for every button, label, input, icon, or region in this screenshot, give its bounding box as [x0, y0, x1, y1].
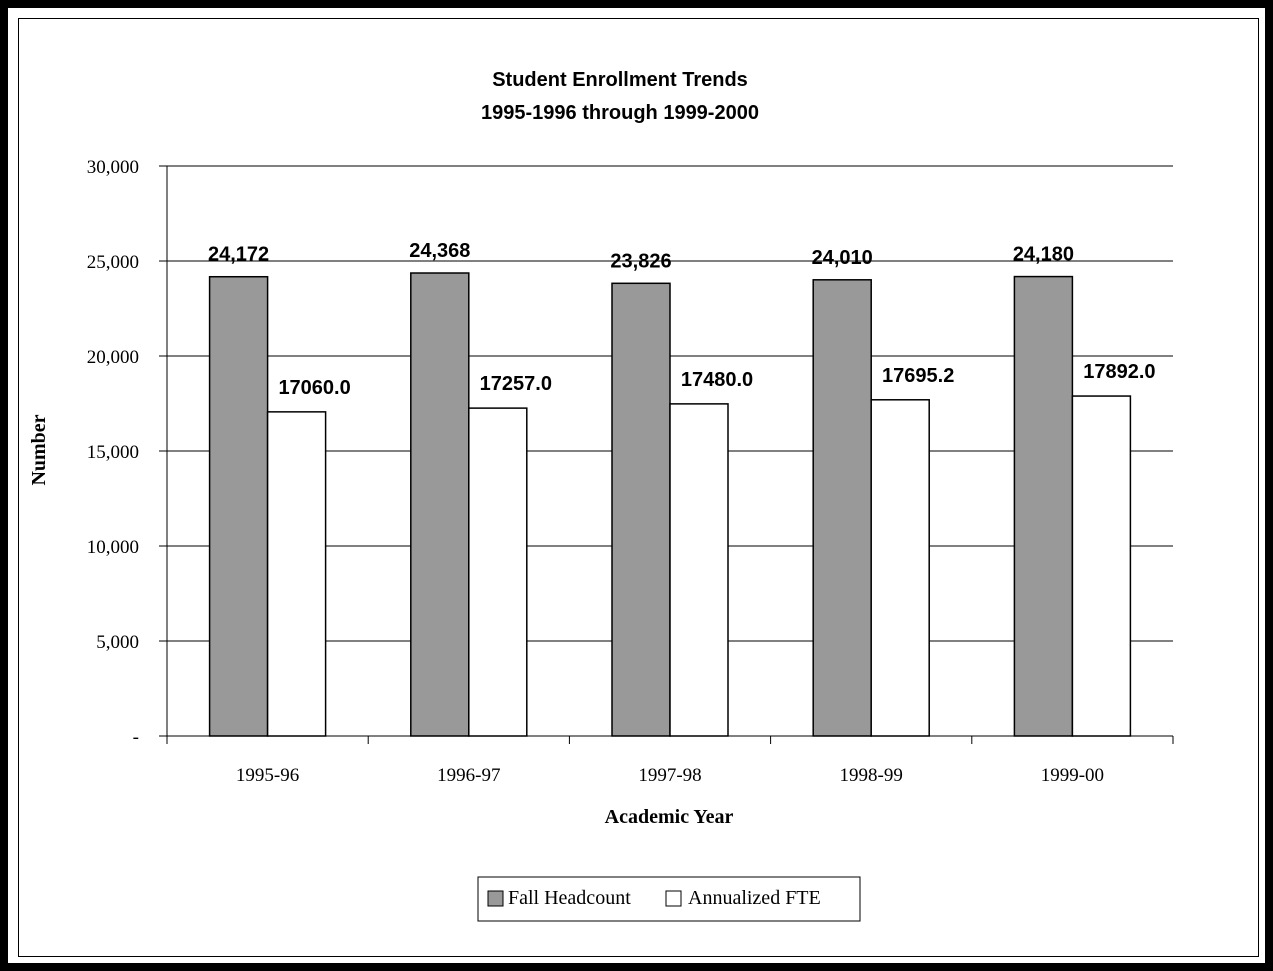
bar-fall-headcount — [812, 279, 872, 737]
bar-fall-headcount — [611, 282, 671, 737]
data-label: 17480.0 — [681, 369, 753, 391]
y-tick-label: 20,000 — [87, 347, 139, 368]
chart-frame-inner — [18, 18, 1259, 957]
legend-swatch-fall-headcount — [487, 890, 504, 907]
bar-annualized-fte — [669, 403, 729, 737]
x-tick-label: 1998-99 — [840, 765, 903, 786]
x-tick-label: 1999-00 — [1041, 765, 1104, 786]
chart-subtitle: 1995-1996 through 1999-2000 — [481, 102, 759, 124]
data-label: 24,368 — [409, 240, 470, 262]
data-label: 17257.0 — [480, 373, 552, 395]
data-label: 24,180 — [1013, 244, 1074, 266]
bar-annualized-fte — [870, 399, 930, 737]
x-tick-label: 1995-96 — [236, 765, 299, 786]
bar-fall-headcount — [1013, 275, 1074, 737]
chart-title: Student Enrollment Trends — [492, 69, 748, 91]
y-tick-label: - — [133, 727, 139, 748]
legend-swatch-annualized-fte — [665, 890, 682, 907]
data-label: 17695.2 — [882, 365, 954, 387]
bar-annualized-fte — [266, 411, 327, 737]
legend-label-annualized-fte: Annualized FTE — [688, 887, 821, 909]
y-tick-label: 30,000 — [87, 157, 139, 178]
bar-annualized-fte — [468, 407, 528, 737]
bars — [208, 272, 1132, 737]
y-tick-label: 5,000 — [96, 632, 139, 653]
x-axis: 1995-96 1996-97 1997-98 1998-99 1999-00 — [166, 735, 1174, 786]
x-tick-label: 1997-98 — [638, 765, 701, 786]
x-axis-label: Academic Year — [605, 806, 734, 828]
y-tick-label: 15,000 — [87, 442, 139, 463]
data-label: 24,010 — [812, 247, 873, 269]
bar-fall-headcount — [410, 272, 470, 737]
bar-annualized-fte — [1071, 395, 1132, 737]
data-label: 17060.0 — [278, 377, 350, 399]
data-labels: 24,172 17060.0 24,368 17257.0 23,826 17480.0 2… — [208, 240, 1156, 399]
bar-fall-headcount — [208, 275, 269, 737]
data-label: 24,172 — [208, 244, 269, 266]
data-label: 23,826 — [610, 250, 671, 272]
y-axis: - 5,000 10,000 15,000 20,000 25,000 30,000 — [87, 157, 168, 748]
y-tick-label: 25,000 — [87, 252, 139, 273]
data-label: 17892.0 — [1083, 361, 1155, 383]
y-axis-label: Number — [28, 414, 50, 485]
y-tick-label: 10,000 — [87, 537, 139, 558]
x-tick-label: 1996-97 — [437, 765, 500, 786]
legend: Fall Headcount Annualized FTE — [477, 876, 861, 922]
legend-label-fall-headcount: Fall Headcount — [508, 887, 631, 909]
